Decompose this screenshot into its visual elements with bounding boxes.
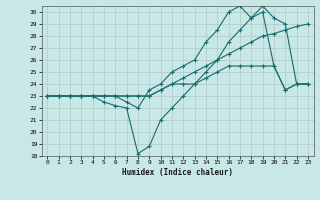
X-axis label: Humidex (Indice chaleur): Humidex (Indice chaleur) bbox=[122, 168, 233, 177]
